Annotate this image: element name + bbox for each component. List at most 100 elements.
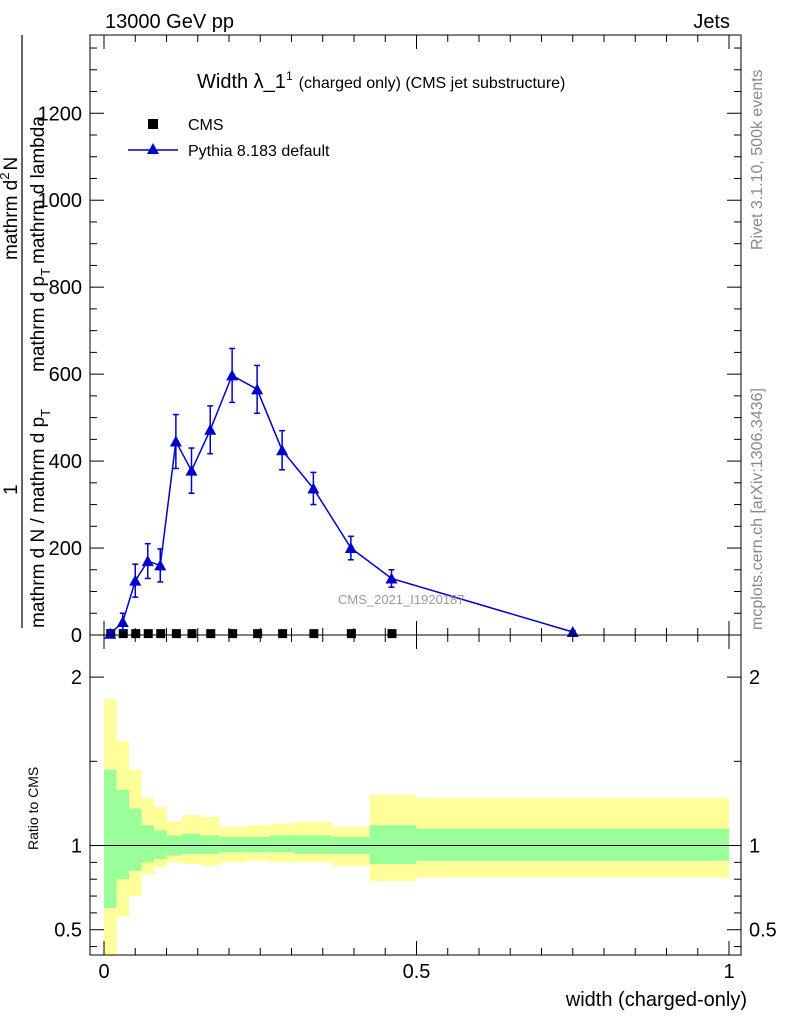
cms-point-13 xyxy=(387,629,397,639)
ratio-band-inner-6 xyxy=(182,833,201,854)
main-ytick-label-0: 0 xyxy=(71,625,82,647)
ratio-band-inner-7 xyxy=(200,835,220,854)
ratio-data-layer xyxy=(104,699,729,955)
ratio-band-inner-14 xyxy=(416,828,729,861)
pythia-marker-2 xyxy=(129,574,142,586)
ratio-ytick-label-right-1: 1 xyxy=(749,836,760,858)
main-ytick-label-4: 800 xyxy=(49,277,82,299)
cms-point-6 xyxy=(187,629,197,639)
ratio-ylabel: Ratio to CMS xyxy=(25,767,41,850)
pythia-point-7 xyxy=(204,405,217,455)
legend-pythia-label: Pythia 8.183 default xyxy=(188,143,330,160)
cms-point-11 xyxy=(309,629,319,639)
ratio-plot: 0 0.5 1 0.5 0.5 1 1 2 2 Ratio to CMS width (char… xyxy=(25,634,777,1011)
ratio-band-inner-3 xyxy=(141,825,154,863)
ratio-xtick-label-0: 0 xyxy=(98,961,109,983)
ratio-plot-frame xyxy=(89,634,742,956)
main-axis-ticks: 0 200 400 600 800 1000 1200 xyxy=(38,35,741,647)
ratio-axis-ticks: 0 0.5 1 0.5 0.5 1 1 2 2 xyxy=(54,635,777,983)
pythia-point-1 xyxy=(116,612,129,632)
main-ylabel-numerator: 1 xyxy=(1,484,22,495)
pythia-marker-6 xyxy=(185,464,198,476)
ratio-ytick-label-left-2: 2 xyxy=(71,667,82,689)
main-ytick-label-3: 600 xyxy=(49,364,82,386)
rivet-label: Rivet 3.1.10, 500k events xyxy=(749,69,766,250)
main-data-layer xyxy=(104,347,579,639)
pythia-point-12 xyxy=(344,535,357,561)
ratio-ytick-label-left-0: 0.5 xyxy=(54,920,82,942)
ratio-ytick-label-left-1: 1 xyxy=(71,836,82,858)
ratio-band-inner-4 xyxy=(154,830,167,859)
pythia-marker-7 xyxy=(204,423,217,435)
legend-cms-label: CMS xyxy=(188,117,224,134)
cms-point-12 xyxy=(346,629,356,639)
cms-point-7 xyxy=(206,629,216,639)
main-ylabel-den-sub: T xyxy=(38,409,53,417)
plot-title-rest: (charged only) (CMS jet substructure) xyxy=(299,75,566,92)
main-ylabel-top-text: mathrm d xyxy=(1,180,22,260)
pythia-point-11 xyxy=(307,471,320,506)
pythia-marker-10 xyxy=(276,444,289,456)
legend-cms-marker xyxy=(148,119,158,129)
cms-point-1 xyxy=(118,629,128,639)
cms-point-8 xyxy=(228,629,238,639)
plot-title-main: Width λ_1 xyxy=(197,71,286,93)
pythia-point-2 xyxy=(129,563,142,598)
main-ylabel-den-text: mathrm d N / mathrm d p xyxy=(28,417,49,628)
plot-title: Width λ_11 (charged only) (CMS jet substr… xyxy=(197,69,565,93)
ratio-ytick-label-right-2: 2 xyxy=(749,667,760,689)
ratio-band-inner-0 xyxy=(104,769,117,908)
pythia-point-10 xyxy=(276,429,289,471)
plot-title-sup: 1 xyxy=(286,69,293,83)
pythia-marker-9 xyxy=(251,383,264,395)
main-ytick-label-6: 1200 xyxy=(38,103,83,125)
ratio-ytick-label-right-0: 0.5 xyxy=(749,920,777,942)
main-ylabel: 1 mathrm d N / mathrm d pT mathrm d2N ma… xyxy=(0,35,53,628)
ratio-band-inner-2 xyxy=(129,808,142,871)
main-ytick-label-1: 200 xyxy=(49,538,82,560)
pythia-point-8 xyxy=(226,347,239,404)
main-ylabel-top: mathrm d2 N xyxy=(0,157,22,260)
ratio-xtick-label-2: 1 xyxy=(723,961,734,983)
cms-point-4 xyxy=(156,629,166,639)
ratio-band-inner-8 xyxy=(219,837,245,853)
header-energy: 13000 GeV pp xyxy=(105,11,234,33)
legend: CMS Pythia 8.183 default xyxy=(128,117,330,160)
header-process: Jets xyxy=(693,11,730,33)
legend-pythia-marker xyxy=(147,143,159,154)
analysis-watermark: CMS_2021_I1920187 xyxy=(338,592,465,607)
main-ytick-label-5: 1000 xyxy=(38,190,83,212)
main-ylabel-low-text: mathrm d p xyxy=(28,276,49,372)
cms-point-9 xyxy=(253,629,263,639)
pythia-marker-1 xyxy=(116,615,129,627)
ratio-band-inner-11 xyxy=(294,835,333,854)
pythia-marker-12 xyxy=(344,542,357,554)
pythia-point-6 xyxy=(185,447,198,495)
pythia-marker-5 xyxy=(169,435,182,447)
pythia-marker-4 xyxy=(154,559,167,571)
pythia-point-13 xyxy=(385,569,398,588)
ratio-band-inner-10 xyxy=(269,835,295,853)
main-ylabel-low-sub: T xyxy=(38,268,53,276)
ratio-band-inner-9 xyxy=(244,837,270,853)
xaxis-label: width (charged-only) xyxy=(565,989,747,1011)
main-ylabel-low: mathrm d pTmathrm d lambda xyxy=(28,116,53,372)
mcplots-label: mcplots.cern.ch [arXiv:1306.3436] xyxy=(749,388,766,630)
pythia-marker-8 xyxy=(226,369,239,381)
pythia-marker-11 xyxy=(307,482,320,494)
main-ylabel-denominator: mathrm d N / mathrm d pT xyxy=(28,409,53,628)
main-ylabel-low-rest: mathrm d lambda xyxy=(28,116,49,264)
main-ytick-label-2: 400 xyxy=(49,451,82,473)
pythia-point-4 xyxy=(154,548,167,583)
main-ylabel-top-rest: N xyxy=(1,157,22,171)
ratio-band-inner-13 xyxy=(369,825,417,865)
main-ylabel-top-sup: 2 xyxy=(0,173,12,180)
pythia-point-3 xyxy=(141,542,154,580)
pythia-marker-0 xyxy=(104,627,117,639)
pythia-marker-3 xyxy=(141,555,154,567)
pythia-marker-13 xyxy=(385,572,398,584)
pythia-point-9 xyxy=(251,364,264,415)
ratio-xtick-label-1: 0.5 xyxy=(403,961,431,983)
